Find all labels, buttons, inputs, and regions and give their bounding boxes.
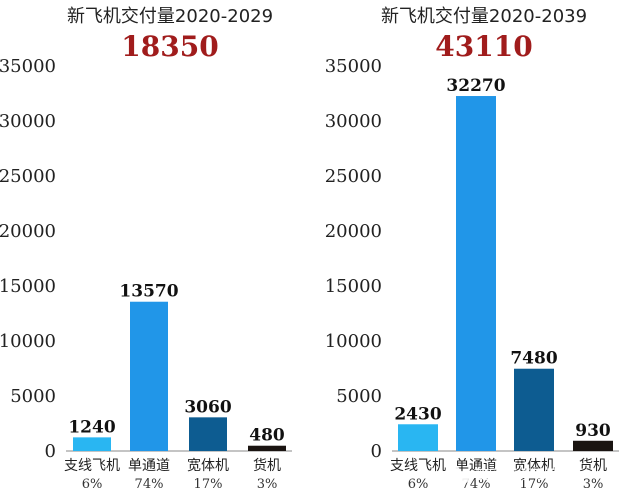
watermark-text: 航空维修与工程 (475, 467, 573, 483)
y-tick-label: 10000 (0, 331, 56, 352)
value-label: 2430 (394, 404, 441, 424)
value-label: 1240 (68, 417, 115, 437)
share-label: 3% (583, 477, 604, 492)
chart-title: 新飞机交付量2020-2039 (381, 6, 587, 27)
value-label: 480 (249, 426, 285, 446)
share-label: 17% (194, 477, 223, 492)
value-label: 7480 (510, 349, 557, 369)
y-tick-label: 5000 (336, 386, 382, 407)
share-label: 6% (408, 477, 429, 492)
y-tick-label: 10000 (325, 331, 382, 352)
bar-0 (73, 437, 111, 451)
value-label: 32270 (446, 76, 505, 96)
category-label: 货机 (579, 457, 607, 474)
y-tick-label: 5000 (10, 386, 56, 407)
category-label: 支线飞机 (64, 458, 120, 474)
y-tick-label: 30000 (325, 111, 382, 132)
chart-panel-2039: 新飞机交付量2020-2039 43110 0 5000 10000 15000 20000… (325, 6, 619, 492)
total-label: 18350 (121, 30, 218, 63)
y-tick-label: 20000 (0, 221, 56, 242)
bar-1 (130, 301, 168, 451)
share-label: 74% (462, 477, 491, 492)
share-label: 3% (257, 477, 278, 492)
y-tick-label: 0 (371, 441, 382, 462)
category-label: 单通道 (128, 458, 170, 474)
value-label: 3060 (184, 397, 231, 417)
y-tick-label: 30000 (0, 111, 56, 132)
share-label: 17% (520, 477, 549, 492)
category-label: 单通道 (455, 458, 497, 474)
category-label: 支线飞机 (390, 458, 446, 474)
watermark: 航空维修与工程 (447, 466, 573, 484)
value-label: 930 (575, 421, 611, 441)
y-tick-label: 35000 (0, 56, 56, 77)
y-tick-label: 20000 (325, 221, 382, 242)
y-tick-label: 15000 (0, 276, 56, 297)
total-label: 43110 (435, 30, 532, 63)
bar-3 (573, 440, 613, 451)
bar-2 (189, 417, 227, 451)
y-tick-label: 25000 (325, 166, 382, 187)
value-label: 13570 (119, 282, 178, 302)
chart-panel-2029: 新飞机交付量2020-2029 18350 0 5000 10000 15000 20000… (0, 6, 292, 492)
share-label: 6% (82, 477, 103, 492)
bar-3 (248, 445, 286, 451)
share-label: 74% (135, 477, 164, 492)
y-tick-label: 15000 (325, 276, 382, 297)
category-label: 宽体机 (513, 457, 555, 474)
chart-title: 新飞机交付量2020-2029 (67, 6, 273, 27)
bar-0 (398, 424, 438, 451)
wechat-icon (447, 466, 469, 484)
y-tick-label: 35000 (325, 56, 382, 77)
category-label: 宽体机 (187, 457, 229, 474)
y-tick-label: 25000 (0, 166, 56, 187)
bar-1 (456, 96, 496, 451)
bar-2 (514, 368, 554, 451)
category-label: 货机 (253, 457, 281, 474)
y-tick-label: 0 (45, 441, 56, 462)
